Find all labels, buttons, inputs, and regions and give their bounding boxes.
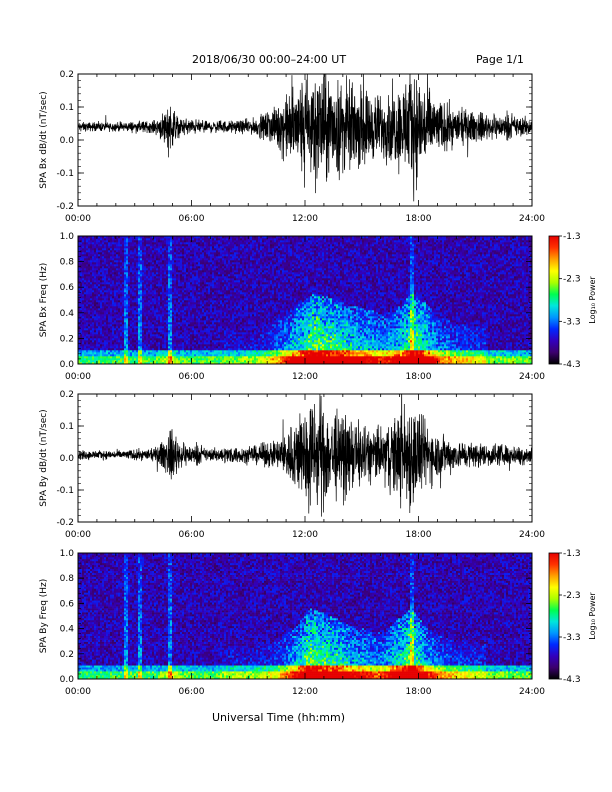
x-tick-label: 00:00 <box>65 687 91 697</box>
y-axis-label: SPA By dB/dt (nT/sec) <box>39 409 49 506</box>
y-tick-label: 0.0 <box>60 136 75 146</box>
colorbar-label: Log₁₀ Power <box>588 276 597 324</box>
y-tick-label: 0.4 <box>60 309 75 319</box>
x-tick-label: 18:00 <box>406 214 432 224</box>
x-tick-label: 18:00 <box>406 530 432 540</box>
y-tick-label: 0.0 <box>60 454 75 464</box>
x-tick-label: 18:00 <box>406 372 432 382</box>
x-tick-label: 06:00 <box>179 372 205 382</box>
colorbar-tick-label: -3.3 <box>563 633 581 643</box>
x-tick-label: 00:00 <box>65 372 91 382</box>
x-axis-label: Universal Time (hh:mm) <box>212 711 345 724</box>
y-tick-label: 1.0 <box>60 549 75 559</box>
y-tick-label: 0.8 <box>60 258 75 268</box>
x-tick-label: 24:00 <box>519 687 545 697</box>
y-tick-label: 0.4 <box>60 625 75 635</box>
y-tick-label: 0.2 <box>60 650 74 660</box>
x-tick-label: 24:00 <box>519 214 545 224</box>
colorbar <box>549 553 559 679</box>
y-tick-label: -0.2 <box>56 518 74 528</box>
colorbar-tick-label: -1.3 <box>563 232 581 242</box>
x-tick-label: 24:00 <box>519 530 545 540</box>
y-tick-label: 1.0 <box>60 232 75 242</box>
colorbar-tick-label: -4.3 <box>563 675 581 685</box>
x-tick-label: 12:00 <box>292 214 318 224</box>
y-axis-label: SPA Bx dB/dt (nT/sec) <box>39 91 49 188</box>
waveform-line <box>78 64 532 202</box>
y-tick-label: 0.6 <box>60 599 75 609</box>
waveform-series <box>78 64 532 202</box>
x-tick-label: 06:00 <box>179 687 205 697</box>
x-tick-label: 24:00 <box>519 372 545 382</box>
x-tick-label: 18:00 <box>406 687 432 697</box>
x-tick-label: 06:00 <box>179 530 205 540</box>
colorbar <box>549 236 559 364</box>
x-tick-label: 00:00 <box>65 214 91 224</box>
colorbar-tick-label: -1.3 <box>563 549 581 559</box>
spectrogram-image <box>78 553 532 679</box>
x-tick-label: 12:00 <box>292 372 318 382</box>
colorbar-tick-label: -2.3 <box>563 275 581 285</box>
x-tick-label: 06:00 <box>179 214 205 224</box>
colorbar-label: Log₁₀ Power <box>588 592 597 640</box>
y-tick-label: 0.8 <box>60 574 75 584</box>
colorbar-tick-label: -3.3 <box>563 317 581 327</box>
y-tick-label: 0.2 <box>60 390 74 400</box>
y-tick-label: 0.1 <box>60 103 74 113</box>
y-tick-label: 0.6 <box>60 283 75 293</box>
x-tick-label: 12:00 <box>292 687 318 697</box>
y-axis-label: SPA Bx Freq (Hz) <box>39 263 49 338</box>
y-tick-label: -0.1 <box>56 486 74 496</box>
y-tick-label: 0.1 <box>60 422 74 432</box>
y-tick-label: -0.2 <box>56 202 74 212</box>
spectrogram-image <box>78 236 532 364</box>
y-tick-label: 0.2 <box>60 70 74 80</box>
y-tick-label: 0.2 <box>60 334 74 344</box>
colorbar-tick-label: -4.3 <box>563 360 581 370</box>
y-tick-label: -0.1 <box>56 169 74 179</box>
colorbar-tick-label: -2.3 <box>563 591 581 601</box>
y-axis-label: SPA By Freq (Hz) <box>39 579 49 654</box>
y-tick-label: 0.0 <box>60 675 75 685</box>
x-tick-label: 00:00 <box>65 530 91 540</box>
x-tick-label: 12:00 <box>292 530 318 540</box>
y-tick-label: 0.0 <box>60 360 75 370</box>
